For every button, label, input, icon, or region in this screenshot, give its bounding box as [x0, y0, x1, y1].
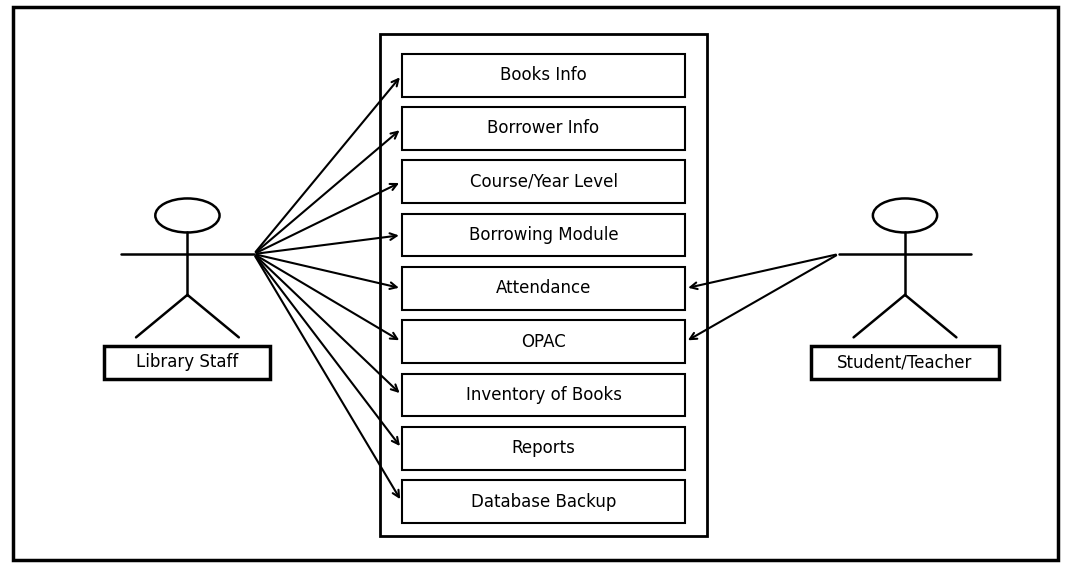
- Bar: [104, 346, 270, 379]
- Text: Reports: Reports: [512, 439, 575, 457]
- Bar: [402, 480, 685, 523]
- Bar: [402, 427, 685, 469]
- Bar: [402, 214, 685, 256]
- Bar: [402, 54, 685, 96]
- Text: Student/Teacher: Student/Teacher: [838, 353, 972, 371]
- Text: Inventory of Books: Inventory of Books: [466, 386, 621, 404]
- Text: Library Staff: Library Staff: [136, 353, 239, 371]
- Bar: [380, 34, 707, 536]
- Text: Borrower Info: Borrower Info: [487, 120, 600, 137]
- Bar: [402, 374, 685, 416]
- Text: OPAC: OPAC: [522, 333, 565, 350]
- Text: Database Backup: Database Backup: [471, 493, 616, 510]
- Bar: [402, 320, 685, 363]
- Text: Attendance: Attendance: [496, 280, 591, 297]
- Text: Books Info: Books Info: [500, 66, 587, 84]
- Bar: [812, 346, 998, 379]
- Bar: [402, 107, 685, 150]
- Bar: [402, 160, 685, 203]
- Text: Course/Year Level: Course/Year Level: [469, 173, 618, 191]
- Bar: [402, 267, 685, 310]
- Text: Borrowing Module: Borrowing Module: [469, 226, 618, 244]
